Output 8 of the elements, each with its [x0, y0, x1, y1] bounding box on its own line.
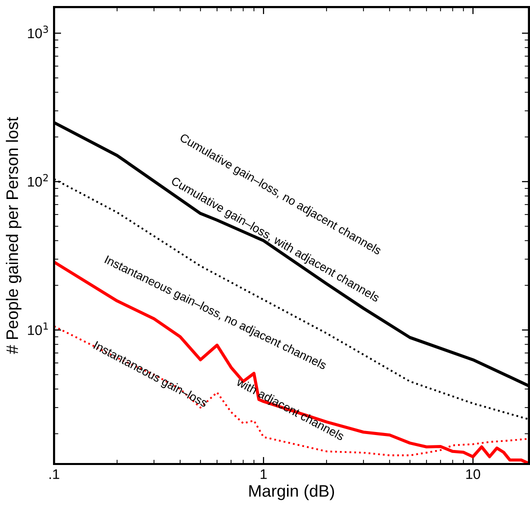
y-tick-label: 10$^{3}$ [28, 26, 48, 38]
y-axis-title: # People gained per Person lost [6, 117, 22, 354]
x-tick-label: .1 [50, 469, 60, 479]
x-tick-label: 1 [260, 469, 267, 479]
x-tick-label: 10 [466, 469, 480, 480]
y-tick-label: 10$^{2}$ [28, 174, 48, 187]
y-tick-label: 10$^{1}$ [28, 322, 48, 336]
x-axis-title: Margin (dB) [249, 484, 334, 500]
